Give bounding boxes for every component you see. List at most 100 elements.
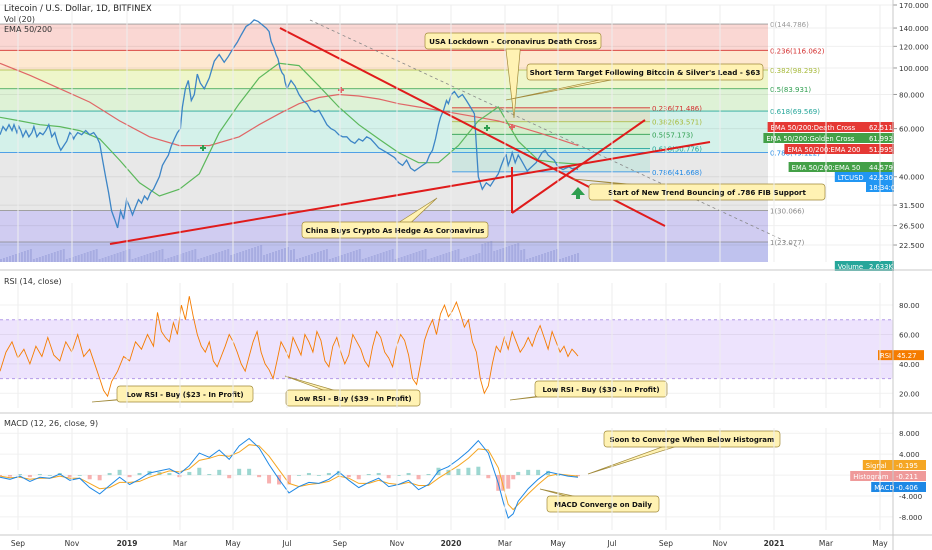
histogram-bar: [501, 475, 506, 491]
price-tick-label: 22.500: [899, 241, 925, 250]
fib-zone: [0, 24, 768, 51]
series-name-tag[interactable]: [834, 261, 866, 271]
volume-bar: [451, 251, 454, 262]
volume-bar: [358, 249, 361, 262]
histogram-bar: [227, 475, 232, 479]
volume-bar: [194, 249, 197, 262]
volume-bar: [574, 254, 577, 262]
rsi-legend[interactable]: RSI (14, close): [4, 277, 62, 286]
series-name-tag[interactable]: [763, 133, 866, 143]
series-name-tag[interactable]: [862, 460, 894, 470]
histogram-bar: [267, 475, 272, 484]
callout-box: [301, 221, 489, 239]
last-value-tag[interactable]: [866, 261, 894, 271]
volume-bar: [173, 256, 176, 262]
series-name-tag[interactable]: [871, 482, 894, 492]
vol-legend[interactable]: Vol (20): [4, 15, 35, 24]
volume-bar: [367, 257, 370, 262]
volume-bar: [149, 253, 152, 262]
last-value-tag[interactable]: [894, 460, 926, 470]
rsi-pane[interactable]: 80.00 60.00 40.00 20.00 Low RSI - Buy ($23 -…: [0, 296, 924, 407]
series-name-text: Signal: [866, 462, 887, 470]
histogram-bar: [306, 472, 311, 476]
last-value-tag[interactable]: [894, 350, 924, 361]
volume-bar: [547, 252, 550, 262]
price-tick-label: 60.000: [899, 125, 925, 134]
ema-legend[interactable]: EMA 50/200: [4, 25, 52, 34]
rsi-tick-label: 80.00: [899, 301, 920, 310]
volume-bar: [544, 253, 547, 262]
volume-bar: [529, 258, 532, 262]
histogram-bar: [167, 472, 172, 476]
volume-bar: [143, 255, 146, 262]
last-value-tag[interactable]: [894, 471, 926, 481]
series-name-tag[interactable]: [878, 350, 894, 361]
fib-label: 0.236(116.062): [770, 47, 825, 55]
volume-bar: [478, 253, 481, 262]
histogram-bar: [107, 472, 112, 476]
callout-box: [116, 385, 254, 403]
volume-bar: [352, 251, 355, 262]
callout-text: China Buys Crypto As Hedge As Coronaviru…: [306, 226, 485, 235]
volume-bar: [493, 251, 496, 262]
volume-bar: [565, 257, 568, 262]
volume-bar: [370, 256, 373, 262]
rsi-tick-label: 40.00: [899, 360, 920, 369]
histogram-bar: [386, 475, 391, 479]
histogram-bar: [127, 475, 132, 478]
histogram-bar: [356, 475, 361, 480]
volume-bar: [496, 250, 499, 262]
rsi-line[interactable]: [0, 296, 579, 398]
callout-box: [603, 430, 781, 448]
series-name-tag[interactable]: [850, 471, 894, 481]
volume-bar: [104, 257, 107, 262]
volume-bar: [23, 251, 26, 262]
price-tick-label: 120.000: [899, 42, 929, 51]
volume-bar: [119, 252, 122, 262]
time-axis[interactable]: Sep Nov 2019 Mar May Jul Sep Nov 2020 Mar May Jul Se…: [11, 5, 888, 548]
volume-bar: [304, 256, 307, 262]
price-tick-label: 100.000: [899, 64, 929, 73]
histogram-bar: [97, 475, 102, 481]
target-trendline[interactable]: [511, 119, 646, 214]
macd-line[interactable]: [0, 437, 579, 519]
volume-bar: [514, 244, 517, 262]
volume-bar: [68, 258, 71, 262]
volume-bar: [433, 257, 436, 262]
histogram-bar: [511, 475, 516, 480]
volume-bar: [541, 254, 544, 262]
callout-text: Low RSI - Buy ($30 - In Profit): [542, 386, 659, 394]
volume-bar: [233, 254, 236, 262]
volume-bar: [14, 254, 17, 262]
callout-text: Low RSI - Buy ($23 - In Profit): [126, 391, 243, 399]
volume-bar: [206, 256, 209, 262]
histogram-bar: [536, 469, 541, 476]
volume-bar: [469, 256, 472, 262]
volume-bar: [116, 253, 119, 262]
annotation-callout: USA Lockdown - Coronavirus Death Cross: [424, 32, 602, 119]
volume-bar: [38, 257, 41, 262]
series-name-tag[interactable]: [834, 172, 866, 182]
volume-bar: [224, 250, 227, 262]
time-tick-label: Sep: [11, 539, 25, 548]
price-pane[interactable]: 170.000 140.000 120.000 100.000 80.000 60.000…: [0, 1, 929, 271]
support-trendline[interactable]: [109, 141, 711, 245]
series-name-tag[interactable]: [788, 162, 866, 172]
volume-bar: [110, 255, 113, 262]
macd-legend[interactable]: MACD (12, 26, close, 9): [4, 419, 98, 428]
series-name-text: EMA 50/200:Golden Cross: [766, 135, 855, 143]
histogram-bar: [486, 475, 491, 479]
volume-bar: [556, 249, 559, 262]
fib-zone: [0, 152, 768, 211]
time-tick-label: Nov: [390, 539, 405, 548]
volume-bar: [209, 255, 212, 262]
series-name-tag[interactable]: [784, 144, 866, 154]
ltcusd-price-line[interactable]: [0, 19, 579, 229]
series-name-tag[interactable]: [767, 122, 866, 132]
last-value-tag[interactable]: [894, 482, 926, 492]
volume-bar: [298, 258, 301, 262]
volume-bar: [269, 253, 272, 262]
volume-bar: [397, 258, 400, 262]
